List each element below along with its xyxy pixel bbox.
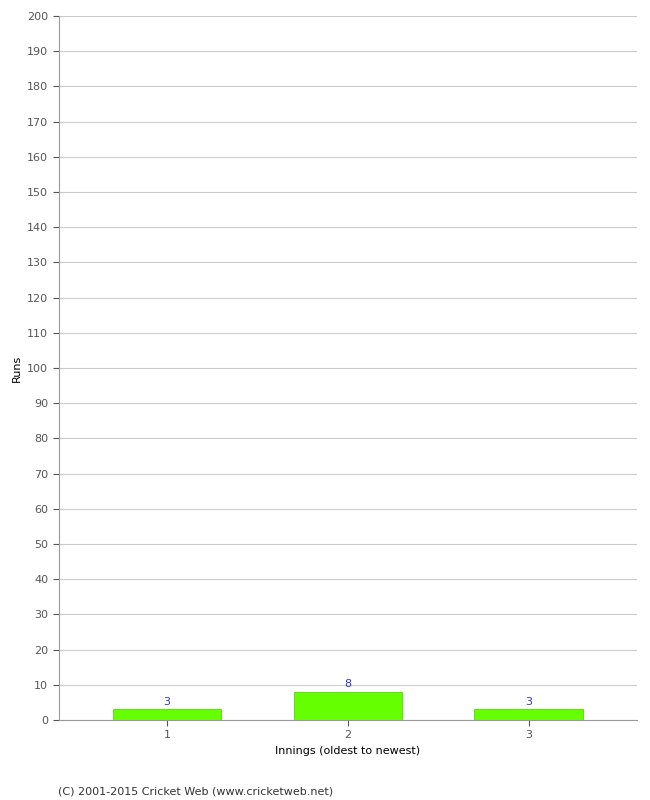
Bar	[294, 692, 402, 720]
Y-axis label: Runs: Runs	[12, 354, 21, 382]
Text: 8: 8	[344, 679, 351, 689]
Text: (C) 2001-2015 Cricket Web (www.cricketweb.net): (C) 2001-2015 Cricket Web (www.cricketwe…	[58, 786, 333, 796]
Text: 3: 3	[163, 697, 170, 706]
Bar	[112, 710, 221, 720]
Text: 3: 3	[525, 697, 532, 706]
X-axis label: Innings (oldest to newest): Innings (oldest to newest)	[275, 746, 421, 756]
Bar	[474, 710, 583, 720]
